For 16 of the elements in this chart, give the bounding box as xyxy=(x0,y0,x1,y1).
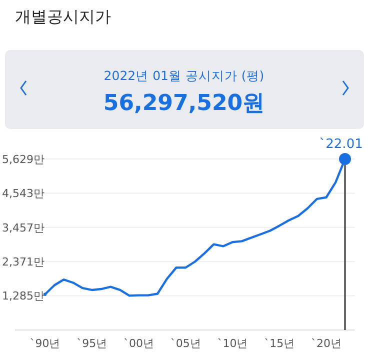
chart-title: 개별공시지가 xyxy=(15,7,111,26)
text: 56,297,520원 xyxy=(103,91,265,116)
y-tick-label: 4,543만 xyxy=(2,187,44,200)
y-tick-label: 2,371만 xyxy=(2,255,44,268)
x-tick-label: `20년 xyxy=(311,337,342,350)
chart-subtitle: 2022년 01월 공시지가 (평) xyxy=(104,68,264,83)
x-tick-label: `90년 xyxy=(30,337,60,350)
x-tick-label: `00년 xyxy=(124,337,154,350)
x-tick-label: `15년 xyxy=(264,337,295,350)
y-tick-label: 1,285만 xyxy=(2,290,44,303)
y-tick-label: 3,457만 xyxy=(2,221,44,234)
x-tick-label: `95년 xyxy=(76,337,108,350)
x-tick-label: `05년 xyxy=(170,337,201,350)
x-tick-label: `10년 xyxy=(217,337,248,350)
y-tick-label: 5,629만 xyxy=(2,152,44,166)
annotation: `22.01 xyxy=(319,137,363,152)
